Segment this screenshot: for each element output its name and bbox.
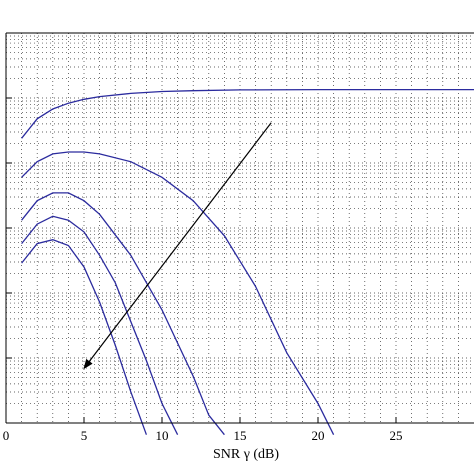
- annotation-arrow: [83, 122, 272, 370]
- axes: [5, 32, 474, 424]
- x-tick-label: 25: [390, 428, 403, 443]
- x-tick-label: 20: [312, 428, 325, 443]
- series-line-1: [21, 88, 474, 139]
- series-line-4: [21, 215, 179, 435]
- x-tick-label: 15: [234, 428, 247, 443]
- series-line-5: [21, 239, 148, 435]
- x-tick-label: 5: [81, 428, 88, 443]
- series-layer: [21, 88, 474, 436]
- grid: [6, 33, 474, 424]
- series-line-2: [21, 151, 335, 435]
- series-line-3: [21, 192, 225, 436]
- x-tick-label: 0: [3, 428, 10, 443]
- x-axis-label: SNR γ (dB): [213, 447, 279, 462]
- annotation-arrow-layer: [83, 122, 272, 370]
- tick-labels: 0 5 10 15 20 25: [3, 428, 403, 443]
- x-tick-label: 10: [156, 428, 169, 443]
